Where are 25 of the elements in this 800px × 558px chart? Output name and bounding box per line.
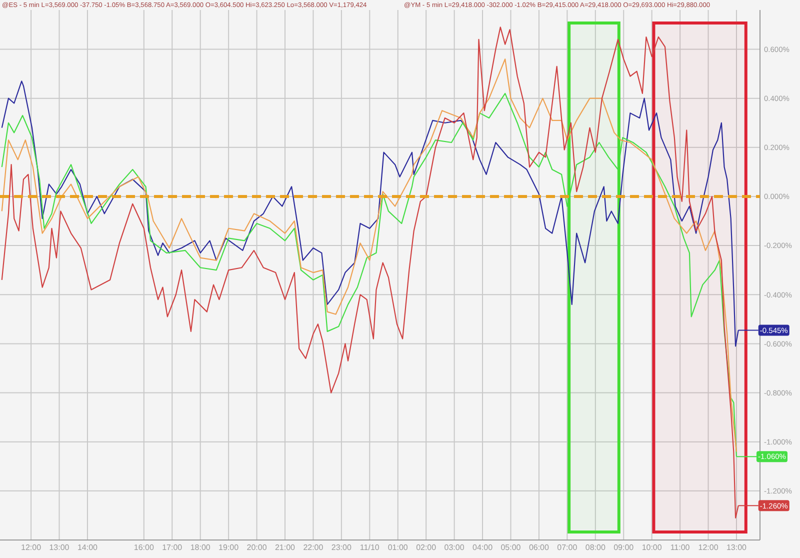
x-tick-label: 12:00 <box>698 543 719 552</box>
x-tick-label: 04:00 <box>472 543 494 552</box>
x-tick-label: 17:00 <box>162 543 183 552</box>
x-tick-label: 21:00 <box>274 543 296 552</box>
x-tick-label: 11:00 <box>670 543 690 552</box>
x-tick-label: 05:00 <box>500 543 522 552</box>
x-tick-label: 16:00 <box>134 543 154 552</box>
x-tick-label: 19:00 <box>218 543 240 552</box>
x-tick-label: 01:00 <box>388 543 408 552</box>
x-tick-label: 09:00 <box>614 543 634 552</box>
x-tick-label: 02:00 <box>416 543 437 552</box>
x-tick-label: 06:00 <box>528 543 550 552</box>
x-tick-label: 11/10 <box>360 543 380 552</box>
x-tick-label: 07:00 <box>557 543 578 552</box>
x-tick-label: 13:00 <box>726 543 748 552</box>
x-tick-label: 03:00 <box>444 543 465 552</box>
x-tick-label: 10:00 <box>642 543 662 552</box>
x-tick-label: 20:00 <box>246 543 268 552</box>
x-tick-label: 13:00 <box>49 543 70 552</box>
x-tick-label: 23:00 <box>331 543 352 552</box>
x-tick-label: 14:00 <box>77 543 98 552</box>
x-tick-label: 18:00 <box>190 543 211 552</box>
x-tick-label: 22:00 <box>303 543 324 552</box>
x-tick-label: 08:00 <box>585 543 606 552</box>
x-tick-label: 12:00 <box>21 543 42 552</box>
